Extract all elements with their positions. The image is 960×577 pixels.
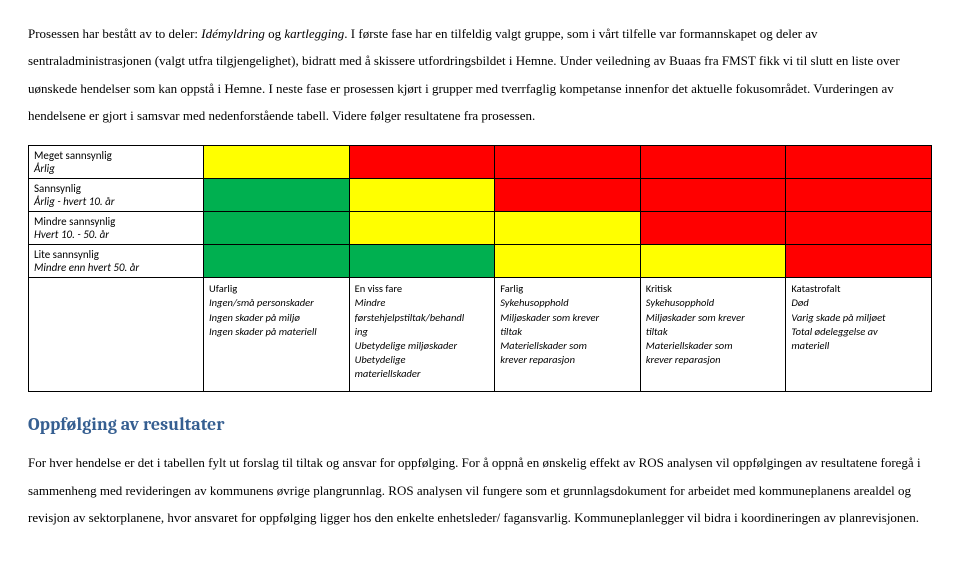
risk-cell [786, 179, 932, 212]
legend-blank [29, 278, 204, 392]
likelihood-rowhead: Meget sannsynligÅrlig [29, 146, 204, 179]
risk-cell [495, 245, 641, 278]
risk-cell [495, 146, 641, 179]
risk-cell [204, 245, 350, 278]
consequence-legend: FarligSykehusoppholdMiljøskader som krev… [495, 278, 641, 392]
intro-paragraph: Prosessen har bestått av to deler: Idémy… [28, 20, 932, 129]
risk-cell [204, 212, 350, 245]
risk-cell [786, 146, 932, 179]
risk-cell [349, 179, 495, 212]
risk-cell [495, 212, 641, 245]
risk-cell [349, 146, 495, 179]
risk-cell [640, 212, 786, 245]
risk-cell [495, 179, 641, 212]
risk-cell [349, 245, 495, 278]
likelihood-rowhead: Mindre sannsynligHvert 10. - 50. år [29, 212, 204, 245]
likelihood-rowhead: SannsynligÅrlig - hvert 10. år [29, 179, 204, 212]
risk-cell [349, 212, 495, 245]
risk-cell [640, 146, 786, 179]
risk-cell [786, 245, 932, 278]
risk-cell [786, 212, 932, 245]
consequence-legend: KritiskSykehusoppholdMiljøskader som kre… [640, 278, 786, 392]
risk-cell [204, 146, 350, 179]
risk-matrix: Meget sannsynligÅrligSannsynligÅrlig - h… [28, 145, 932, 392]
risk-cell [204, 179, 350, 212]
risk-cell [640, 245, 786, 278]
consequence-legend: En viss fareMindreførstehjelpstiltak/beh… [349, 278, 495, 392]
consequence-legend: UfarligIngen/små personskaderIngen skade… [204, 278, 350, 392]
followup-heading: Oppfølging av resultater [28, 414, 932, 435]
likelihood-rowhead: Lite sannsynligMindre enn hvert 50. år [29, 245, 204, 278]
followup-paragraph: For hver hendelse er det i tabellen fylt… [28, 449, 932, 531]
risk-cell [640, 179, 786, 212]
consequence-legend: KatastrofaltDødVarig skade på miljøetTot… [786, 278, 932, 392]
